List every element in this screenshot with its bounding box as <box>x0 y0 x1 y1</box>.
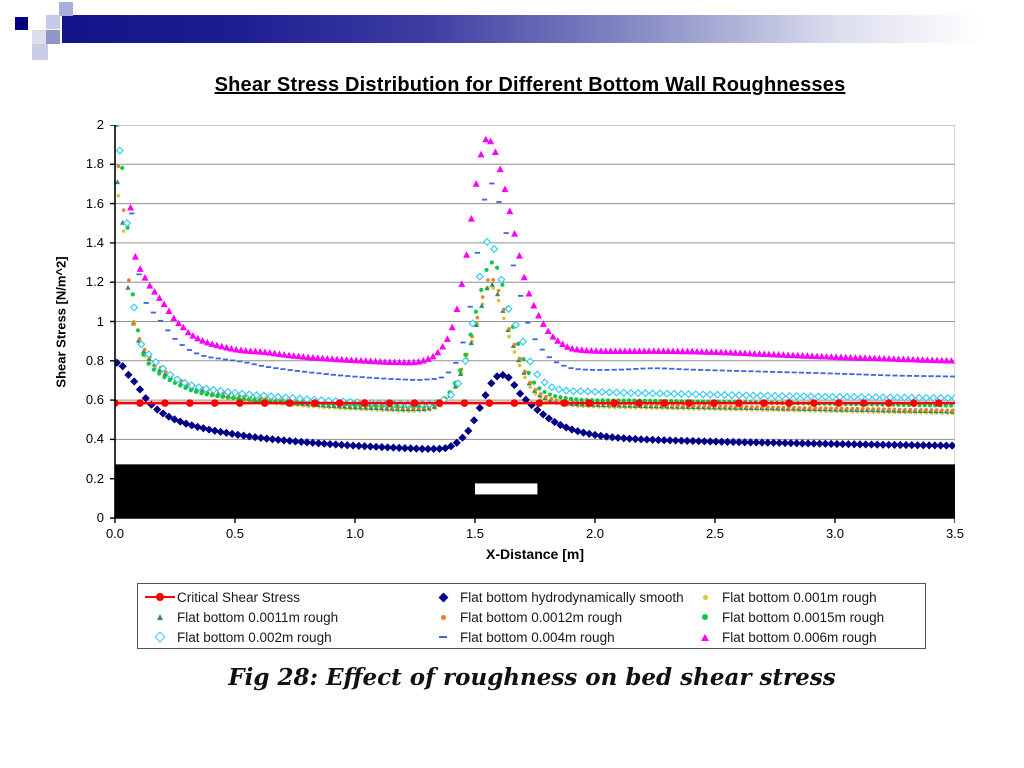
deco-square-3 <box>46 30 60 44</box>
plot-canvas <box>107 125 955 526</box>
dot-marker-icon <box>688 591 722 603</box>
legend-item-4: Flat bottom 0.0012m rough <box>426 607 688 627</box>
y-tick-label: 0 <box>96 510 104 525</box>
y-tick-label: 1.2 <box>85 274 104 290</box>
deco-square-0 <box>15 17 28 30</box>
figure-caption: Fig 28: Effect of roughness on bed shear… <box>228 664 836 691</box>
y-tick-label: 0.2 <box>85 470 104 486</box>
x-tick-label: 2.0 <box>585 526 605 541</box>
legend-label: Flat bottom 0.002m rough <box>177 629 332 645</box>
x-axis-title: X-Distance [m] <box>485 546 585 562</box>
y-tick-label: 1.4 <box>85 234 104 250</box>
dash-marker-icon <box>426 631 460 643</box>
legend-label: Flat bottom 0.004m rough <box>460 629 615 645</box>
legend-item-7: Flat bottom 0.004m rough <box>426 627 688 647</box>
open-diamond-marker-icon <box>143 631 177 643</box>
x-tick-label: 3.0 <box>825 526 845 541</box>
chart-title: Shear Stress Distribution for Different … <box>214 74 846 96</box>
circle-line-marker-icon <box>143 591 177 603</box>
triangle-marker-icon <box>688 631 722 643</box>
y-tick-label: 1 <box>96 313 104 329</box>
x-tick-label: 0.0 <box>105 526 125 541</box>
y-tick-label: 0.6 <box>85 392 104 408</box>
legend-label: Flat bottom 0.001m rough <box>722 589 877 605</box>
legend-label: Flat bottom hydrodynamically smooth <box>460 589 684 605</box>
legend-item-1: Flat bottom hydrodynamically smooth <box>426 587 688 607</box>
triangle-sm-marker-icon <box>143 611 177 623</box>
x-tick-label: 2.5 <box>705 526 725 541</box>
dot-lg-marker-icon <box>688 611 722 623</box>
x-tick-label: 3.5 <box>945 526 965 541</box>
deco-square-5 <box>32 44 48 60</box>
deco-square-4 <box>32 30 46 44</box>
legend-item-0: Critical Shear Stress <box>143 587 426 607</box>
legend-item-5: Flat bottom 0.0015m rough <box>688 607 925 627</box>
dot-marker-icon <box>426 611 460 623</box>
legend-item-8: Flat bottom 0.006m rough <box>688 627 925 647</box>
y-tick-label: 0.8 <box>85 352 104 368</box>
deco-square-2 <box>46 15 60 29</box>
y-tick-label: 1.8 <box>85 156 104 172</box>
header-gradient-bar <box>62 15 1009 43</box>
x-tick-label: 1.5 <box>465 526 485 541</box>
legend-item-6: Flat bottom 0.002m rough <box>143 627 426 647</box>
legend-box: Critical Shear Stress Flat bottom hydrody… <box>137 583 926 649</box>
diamond-marker-icon <box>426 591 460 603</box>
legend-label: Flat bottom 0.0015m rough <box>722 609 885 625</box>
legend-item-2: Flat bottom 0.001m rough <box>688 587 925 607</box>
x-tick-label: 1.0 <box>345 526 365 541</box>
x-tick-label: 0.5 <box>225 526 245 541</box>
y-tick-label: 0.4 <box>85 431 104 447</box>
legend-label: Flat bottom 0.0011m rough <box>177 609 339 625</box>
y-tick-label: 2 <box>96 117 104 132</box>
legend-item-3: Flat bottom 0.0011m rough <box>143 607 426 627</box>
legend-label: Critical Shear Stress <box>177 589 301 605</box>
legend-label: Flat bottom 0.006m rough <box>722 629 877 645</box>
legend-label: Flat bottom 0.0012m rough <box>460 609 623 625</box>
y-tick-label: 1.6 <box>85 195 104 211</box>
deco-square-1 <box>59 2 73 16</box>
